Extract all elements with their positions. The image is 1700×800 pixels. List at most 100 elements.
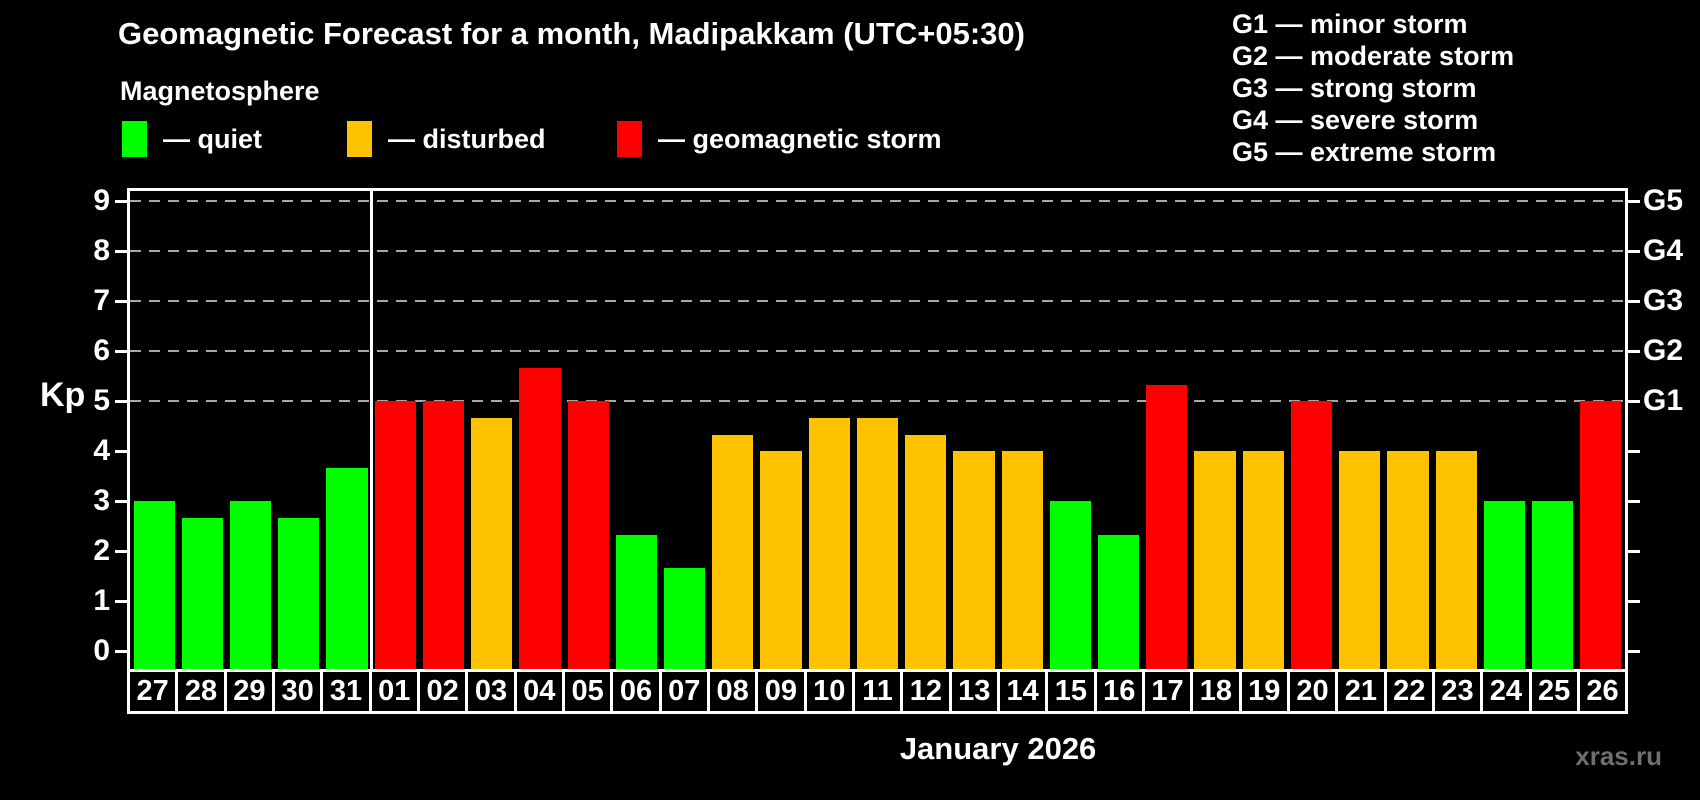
kp-bar-day-17 bbox=[1146, 384, 1188, 669]
y-axis-label-5: 5 bbox=[93, 384, 110, 417]
left-axis-tick-2 bbox=[115, 549, 127, 553]
day-label-11: 11 bbox=[851, 669, 904, 714]
kp-bar-day-18 bbox=[1194, 451, 1236, 669]
kp-bar-day-16 bbox=[1098, 534, 1140, 669]
day-label-26: 26 bbox=[1576, 669, 1629, 714]
g-scale-label-G1: G1 bbox=[1643, 384, 1684, 417]
g-scale-legend-item-3: G3 — strong storm bbox=[1232, 73, 1477, 103]
y-axis-label-8: 8 bbox=[93, 234, 110, 267]
gridline-kp-9 bbox=[130, 200, 1625, 202]
y-axis-label-7: 7 bbox=[93, 284, 110, 317]
right-axis-tick-9 bbox=[1628, 199, 1640, 203]
kp-bar-day-28 bbox=[181, 517, 223, 669]
day-label-15: 15 bbox=[1045, 669, 1097, 714]
month-separator-line bbox=[369, 191, 373, 669]
chart-subtitle: Magnetosphere bbox=[120, 76, 320, 106]
day-label-09: 09 bbox=[755, 669, 807, 714]
kp-bar-day-11 bbox=[856, 417, 899, 669]
day-label-05: 05 bbox=[561, 669, 614, 714]
y-axis-label-2: 2 bbox=[93, 534, 110, 567]
day-label-27: 27 bbox=[127, 669, 179, 714]
legend-item-disturbed: — disturbed bbox=[347, 121, 546, 157]
g-scale-legend-item-4: G4 — severe storm bbox=[1232, 105, 1479, 135]
kp-bar-day-03 bbox=[471, 417, 513, 669]
gridline-kp-7 bbox=[130, 300, 1625, 302]
day-label-12: 12 bbox=[900, 669, 952, 714]
left-axis-tick-8 bbox=[115, 249, 127, 253]
day-label-28: 28 bbox=[175, 669, 227, 714]
kp-bar-day-01 bbox=[374, 401, 416, 669]
g-scale-legend-item-1: G1 — minor storm bbox=[1232, 9, 1468, 39]
right-axis-tick-2 bbox=[1628, 549, 1640, 553]
left-axis-tick-9 bbox=[115, 199, 127, 203]
kp-bar-day-27 bbox=[133, 501, 175, 669]
kp-bar-day-22 bbox=[1387, 451, 1429, 669]
day-label-10: 10 bbox=[803, 669, 855, 714]
kp-bar-day-31 bbox=[326, 467, 368, 669]
right-axis-tick-0 bbox=[1628, 649, 1640, 653]
day-label-19: 19 bbox=[1238, 669, 1290, 714]
y-axis-label-4: 4 bbox=[93, 434, 110, 467]
left-axis-tick-6 bbox=[115, 349, 127, 353]
right-axis-tick-5 bbox=[1628, 399, 1640, 403]
kp-bar-day-30 bbox=[278, 517, 320, 669]
quiet-color-swatch bbox=[122, 121, 147, 157]
day-label-21: 21 bbox=[1335, 669, 1387, 714]
kp-bar-day-06 bbox=[615, 534, 657, 669]
kp-bar-day-26 bbox=[1580, 401, 1622, 669]
day-label-13: 13 bbox=[948, 669, 1000, 714]
disturbed-color-swatch bbox=[347, 121, 372, 157]
left-axis-tick-4 bbox=[115, 449, 127, 453]
kp-bar-day-13 bbox=[953, 451, 995, 669]
kp-bar-day-15 bbox=[1049, 501, 1091, 669]
g-scale-legend: G1 — minor storm G2 — moderate storm G3 — … bbox=[1232, 8, 1514, 168]
day-label-01: 01 bbox=[368, 669, 420, 714]
day-label-22: 22 bbox=[1383, 669, 1435, 714]
day-label-24: 24 bbox=[1480, 669, 1532, 714]
day-label-29: 29 bbox=[223, 669, 275, 714]
left-axis-tick-3 bbox=[115, 499, 127, 503]
kp-bar-day-29 bbox=[229, 501, 272, 669]
kp-bar-day-04 bbox=[519, 367, 561, 669]
day-label-14: 14 bbox=[996, 669, 1049, 714]
left-axis-tick-5 bbox=[115, 399, 127, 403]
y-axis-label-6: 6 bbox=[93, 334, 110, 367]
y-axis-label-3: 3 bbox=[93, 484, 110, 517]
g-scale-label-G5: G5 bbox=[1643, 184, 1684, 217]
kp-bar-day-24 bbox=[1483, 501, 1526, 669]
y-axis-label-9: 9 bbox=[93, 184, 110, 217]
day-label-25: 25 bbox=[1528, 669, 1580, 714]
g-scale-legend-item-5: G5 — extreme storm bbox=[1232, 137, 1497, 167]
left-axis-tick-1 bbox=[115, 599, 127, 603]
day-label-04: 04 bbox=[513, 669, 565, 714]
watermark: xras.ru bbox=[1575, 741, 1662, 771]
right-axis-tick-7 bbox=[1628, 299, 1640, 303]
legend-item-quiet: — quiet bbox=[122, 121, 262, 157]
day-label-23: 23 bbox=[1431, 669, 1484, 714]
x-axis-day-labels: 27 28 29 30 31 01 02 03 04 05 06 07 08 09 10 11 12 13 14 15… bbox=[127, 669, 1629, 714]
g-scale-label-G3: G3 bbox=[1643, 284, 1684, 317]
g-scale-label-G2: G2 bbox=[1643, 334, 1684, 367]
y-axis-title: Kp bbox=[40, 376, 86, 414]
legend-label-quiet: — quiet bbox=[163, 123, 262, 154]
left-axis-tick-0 bbox=[115, 649, 127, 653]
gridline-kp-5 bbox=[130, 400, 1625, 402]
storm-color-swatch bbox=[617, 121, 642, 157]
day-label-02: 02 bbox=[416, 669, 469, 714]
day-label-17: 17 bbox=[1141, 669, 1194, 714]
chart-title: Geomagnetic Forecast for a month, Madipa… bbox=[118, 16, 1025, 51]
kp-bar-day-20 bbox=[1290, 401, 1333, 669]
day-label-07: 07 bbox=[658, 669, 710, 714]
kp-bar-day-25 bbox=[1532, 501, 1574, 669]
kp-bar-day-08 bbox=[712, 434, 754, 669]
day-label-31: 31 bbox=[320, 669, 372, 714]
kp-bar-day-23 bbox=[1435, 451, 1477, 669]
g-scale-label-G4: G4 bbox=[1643, 234, 1684, 267]
day-label-20: 20 bbox=[1286, 669, 1339, 714]
kp-bar-day-02 bbox=[422, 401, 465, 669]
day-label-30: 30 bbox=[271, 669, 324, 714]
right-axis-tick-6 bbox=[1628, 349, 1640, 353]
right-axis-tick-1 bbox=[1628, 599, 1640, 603]
day-label-18: 18 bbox=[1190, 669, 1242, 714]
